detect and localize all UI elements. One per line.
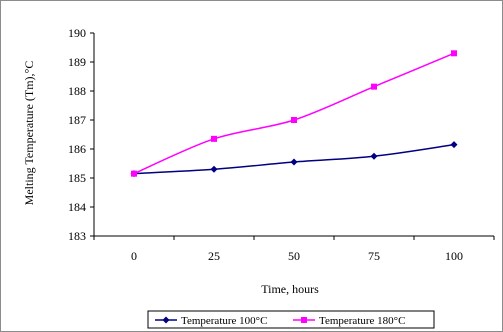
data-point — [450, 141, 458, 149]
y-tick-label: 190 — [68, 26, 86, 40]
data-point — [290, 158, 298, 166]
y-tick-label: 188 — [68, 84, 86, 98]
series-0 — [130, 141, 458, 178]
series-line-1 — [133, 52, 455, 175]
x-tick-label: 100 — [445, 249, 463, 263]
legend-label-180: Temperature 180°C — [319, 315, 405, 327]
y-tick-label: 187 — [68, 113, 86, 127]
y-axis-label: Melting Temperature (Tm),°C — [22, 61, 36, 206]
data-point — [291, 117, 297, 123]
x-axis-label: Time, hours — [261, 282, 319, 296]
legend-marker-100 — [162, 316, 170, 324]
x-tick-label: 0 — [131, 249, 137, 263]
y-tick-label: 185 — [68, 171, 86, 185]
legend-marker-180 — [301, 317, 307, 323]
axes — [90, 32, 495, 240]
legend: Temperature 100°C Temperature 180°C — [147, 310, 435, 329]
y-tick-label: 183 — [68, 229, 86, 243]
y-tick-labels: 183 184 185 186 187 188 189 190 — [68, 26, 86, 243]
series-group — [130, 50, 458, 178]
y-tick-label: 184 — [68, 200, 86, 214]
data-point — [451, 50, 457, 57]
legend-label-100: Temperature 100°C — [181, 315, 267, 327]
y-tick-label: 189 — [68, 55, 86, 69]
data-point — [131, 170, 137, 177]
legend-box — [147, 310, 435, 329]
x-tick-label: 75 — [368, 249, 380, 263]
x-tick-labels: 0 25 50 75 100 — [131, 249, 463, 263]
y-tick-label: 186 — [68, 142, 86, 156]
data-point — [210, 165, 218, 173]
x-tick-label: 25 — [208, 249, 220, 263]
series-1 — [131, 50, 457, 177]
data-point — [211, 135, 217, 142]
x-tick-label: 50 — [288, 249, 300, 263]
data-point — [370, 152, 378, 160]
data-point — [371, 83, 377, 90]
